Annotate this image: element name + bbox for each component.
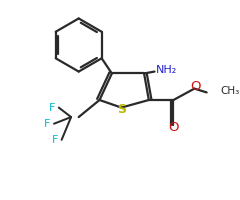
Text: O: O bbox=[190, 80, 201, 93]
Text: F: F bbox=[49, 103, 55, 113]
Text: S: S bbox=[117, 103, 126, 116]
Text: F: F bbox=[44, 119, 51, 129]
Text: NH₂: NH₂ bbox=[156, 65, 177, 75]
Text: F: F bbox=[52, 135, 58, 145]
Text: CH₃: CH₃ bbox=[220, 86, 239, 96]
Text: O: O bbox=[168, 121, 179, 134]
